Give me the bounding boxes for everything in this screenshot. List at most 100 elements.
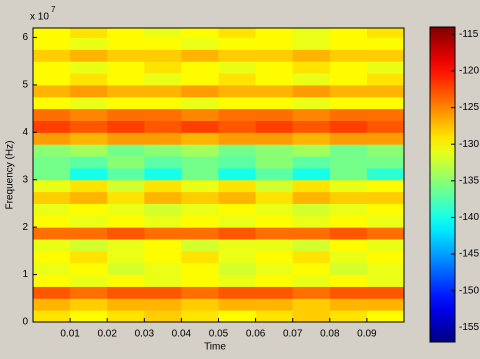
heatmap-cell <box>70 132 108 145</box>
heatmap-cell <box>366 179 405 193</box>
heatmap-cell <box>33 167 71 181</box>
heatmap-cell <box>70 274 108 287</box>
heatmap-cell <box>366 298 405 311</box>
heatmap-cell <box>181 191 219 204</box>
heatmap-cell <box>70 239 108 252</box>
heatmap-cell <box>218 108 257 121</box>
y-tick-label: 0 <box>22 317 28 328</box>
heatmap-cell <box>366 108 405 121</box>
heatmap-cell <box>255 144 294 157</box>
y-axis-label: Frequency (Hz) <box>5 141 16 210</box>
heatmap-cell <box>70 250 108 264</box>
heatmap-cell <box>255 108 294 121</box>
heatmap-cell <box>181 73 219 86</box>
heatmap-cell <box>329 215 368 228</box>
heatmap-cell <box>255 73 294 86</box>
heatmap-cell <box>33 49 71 62</box>
heatmap-cell <box>366 144 405 157</box>
heatmap-cell <box>144 73 182 86</box>
colorbar-tick-label: -120 <box>459 66 479 77</box>
heatmap-cell <box>255 156 294 169</box>
heatmap-cell <box>218 227 257 240</box>
heatmap-cell <box>107 215 145 228</box>
heatmap-cell <box>70 61 108 74</box>
heatmap-cell <box>181 84 219 98</box>
heatmap-cell <box>218 286 257 299</box>
heatmap-cell <box>329 239 368 252</box>
heatmap-cell <box>218 179 257 193</box>
heatmap-cell <box>181 108 219 121</box>
heatmap-cell <box>181 96 219 110</box>
heatmap-cell <box>255 239 294 252</box>
x-tick-label: 0.02 <box>97 329 117 340</box>
heatmap-cell <box>366 84 405 98</box>
heatmap-cell <box>181 203 219 216</box>
heatmap-cell <box>144 37 182 50</box>
heatmap-cell <box>329 108 368 121</box>
heatmap-cell <box>181 61 219 74</box>
heatmap-cell <box>329 49 368 62</box>
heatmap-cell <box>218 310 257 323</box>
heatmap-cell <box>70 191 108 204</box>
heatmap-cell <box>70 108 108 121</box>
heatmap-cell <box>70 73 108 86</box>
heatmap-cell <box>255 167 294 181</box>
heatmap-cell <box>107 84 145 98</box>
heatmap-cell <box>181 286 219 299</box>
heatmap-cell <box>33 298 71 311</box>
heatmap-cell <box>366 274 405 287</box>
heatmap-cell <box>144 310 182 323</box>
heatmap-cell <box>107 298 145 311</box>
heatmap-cell <box>33 96 71 110</box>
heatmap-cell <box>144 179 182 193</box>
x-tick-label: 0.09 <box>357 329 377 340</box>
heatmap-cell <box>33 227 71 240</box>
heatmap-cell <box>218 84 257 98</box>
heatmap-cell <box>33 61 71 74</box>
heatmap-cell <box>292 156 331 169</box>
heatmap-cell <box>292 167 331 181</box>
heatmap-cell <box>255 84 294 98</box>
heatmap-cell <box>107 120 145 133</box>
heatmap-cell <box>144 120 182 133</box>
x-tick-label: 0.05 <box>209 329 229 340</box>
heatmap-cell <box>366 227 405 240</box>
heatmap-cell <box>329 84 368 98</box>
heatmap-cell <box>107 286 145 299</box>
heatmap-cell <box>292 262 331 276</box>
heatmap <box>33 28 405 323</box>
x-tick-label: 0.07 <box>283 329 303 340</box>
heatmap-cell <box>255 298 294 311</box>
heatmap-cell <box>255 310 294 323</box>
heatmap-cell <box>218 156 257 169</box>
x-tick-label: 0.04 <box>172 329 192 340</box>
heatmap-cell <box>33 179 71 193</box>
y-tick-label: 5 <box>22 80 28 91</box>
heatmap-cell <box>292 286 331 299</box>
heatmap-cell <box>366 61 405 74</box>
heatmap-cell <box>144 191 182 204</box>
heatmap-cell <box>218 28 257 38</box>
heatmap-cell <box>292 73 331 86</box>
heatmap-cell <box>366 203 405 216</box>
heatmap-cell <box>144 167 182 181</box>
x-tick-label: 0.08 <box>320 329 340 340</box>
heatmap-cell <box>181 120 219 133</box>
heatmap-cell <box>366 167 405 181</box>
heatmap-cell <box>366 310 405 323</box>
heatmap-cell <box>366 37 405 50</box>
heatmap-cell <box>33 191 71 204</box>
heatmap-cell <box>218 73 257 86</box>
heatmap-cell <box>329 227 368 240</box>
heatmap-cell <box>181 250 219 264</box>
heatmap-cell <box>255 61 294 74</box>
colorbar-tick-label: -150 <box>459 285 479 296</box>
heatmap-cell <box>366 28 405 38</box>
heatmap-cell <box>329 250 368 264</box>
heatmap-cell <box>70 84 108 98</box>
heatmap-cell <box>33 274 71 287</box>
heatmap-cell <box>329 298 368 311</box>
heatmap-cell <box>366 215 405 228</box>
heatmap-cell <box>218 191 257 204</box>
heatmap-cell <box>292 108 331 121</box>
